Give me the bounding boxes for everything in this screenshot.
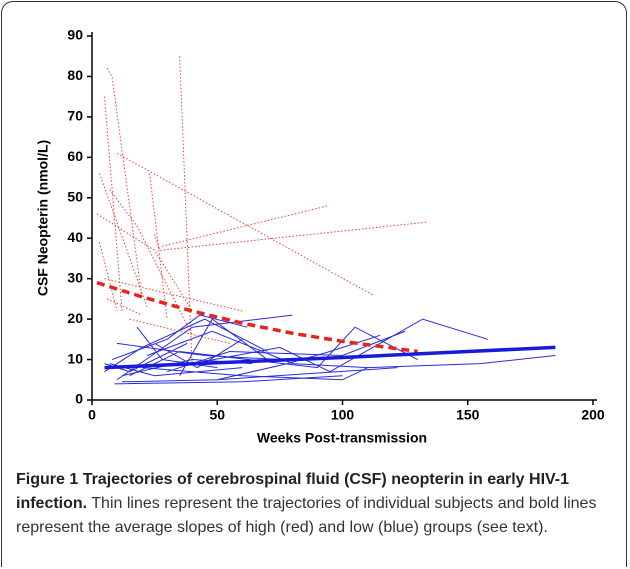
y-tick-label: 10	[67, 350, 83, 366]
trajectory-line	[116, 342, 280, 361]
caption-title: Trajectories of cerebrospinal fluid (CSF…	[16, 471, 570, 512]
trajectory-line	[129, 318, 230, 344]
trajectory-line	[162, 205, 328, 247]
trajectory-line	[104, 278, 243, 312]
trajectory-line	[154, 221, 428, 251]
y-tick-label: 60	[67, 148, 83, 164]
caption-label: Figure 1	[16, 471, 79, 488]
trajectory-line	[104, 318, 268, 373]
trajectory-line	[166, 330, 406, 373]
caption: Figure 1 Trajectories of cerebrospinal f…	[16, 468, 616, 540]
x-axis-label: Weeks Post-transmission	[257, 430, 427, 446]
x-tick-label: 50	[209, 407, 225, 423]
y-tick-label: 80	[67, 67, 83, 83]
trajectory-line	[154, 338, 243, 369]
y-tick-label: 0	[75, 391, 83, 407]
y-tick-label: 40	[67, 229, 83, 245]
y-tick-label: 50	[67, 188, 83, 204]
caption-text: Thin lines represent the trajectories of…	[16, 495, 597, 536]
trajectory-line	[116, 314, 293, 381]
trajectory-line	[96, 213, 193, 312]
trajectory-line	[111, 314, 248, 361]
y-axis-label: CSF Neopterin (nmol/L)	[35, 140, 51, 296]
trajectory-line	[142, 367, 368, 381]
trajectory-line	[104, 96, 123, 312]
trajectory-line	[114, 375, 343, 385]
mean-trend-line	[96, 281, 418, 354]
trajectory-line	[116, 152, 373, 296]
y-tick-label: 30	[67, 269, 83, 285]
trajectory-line	[99, 173, 148, 308]
trajectory-line	[179, 318, 268, 376]
trajectory-line	[146, 330, 556, 369]
trajectory-line	[106, 298, 143, 316]
x-tick-label: 200	[581, 407, 605, 423]
trajectory-line	[99, 242, 118, 312]
trajectory-line	[109, 189, 193, 336]
x-tick-label: 0	[88, 407, 96, 423]
x-tick-label: 150	[456, 407, 480, 423]
trajectory-line	[122, 367, 398, 383]
y-tick-label: 70	[67, 108, 83, 124]
trajectory-line	[192, 318, 488, 373]
trajectory-line	[106, 68, 143, 299]
trajectory-line	[179, 56, 193, 368]
chart: Weeks Post-transmission CSF Neopterin (n…	[35, 27, 605, 446]
x-tick-label: 100	[331, 407, 355, 423]
y-tick-label: 90	[67, 27, 83, 43]
y-tick-label: 20	[67, 310, 83, 326]
trajectory-line	[149, 173, 168, 320]
mean-trend-line	[104, 345, 556, 370]
